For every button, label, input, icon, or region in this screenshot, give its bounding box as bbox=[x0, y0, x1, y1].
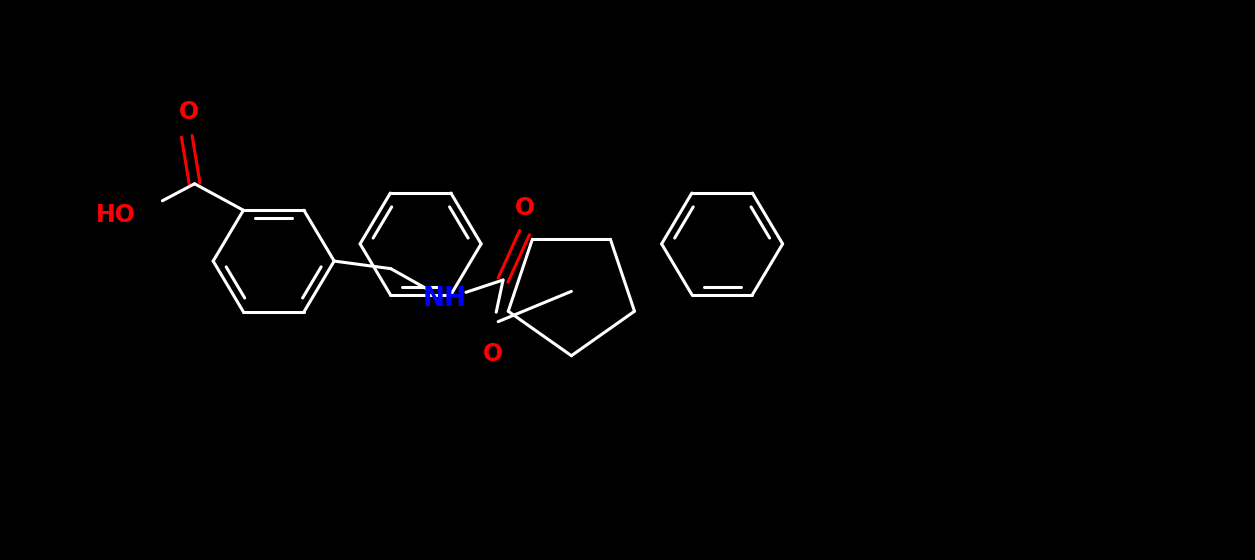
Text: O: O bbox=[178, 100, 198, 124]
Text: O: O bbox=[515, 197, 535, 221]
Text: HO: HO bbox=[97, 203, 136, 227]
Text: O: O bbox=[483, 342, 503, 366]
Text: NH: NH bbox=[423, 286, 467, 312]
